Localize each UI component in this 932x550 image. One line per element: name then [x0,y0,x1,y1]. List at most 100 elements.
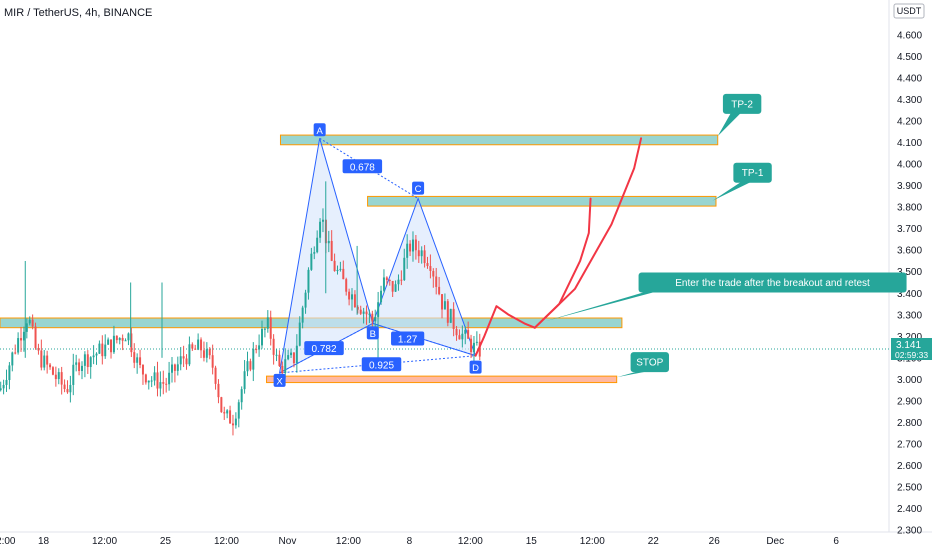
time-axis[interactable]: 2:00 18 12:00 25 12:00 Nov 12:00 8 12:00 15 12:00 2… [0,536,839,547]
callout-pointer [616,371,649,378]
zone-rect[interactable] [266,375,618,384]
price-tick-label: 4.400 [897,74,922,85]
candle-body [261,328,264,346]
candle-body [467,329,470,339]
point-x-label: X [276,376,283,387]
candle-body [298,322,301,346]
candle-body [95,353,98,356]
callout-text: TP-1 [742,168,764,179]
candle-body [345,279,348,292]
ratio-badge [361,357,402,372]
price-badge: 3.141 02:59:33 [891,338,932,361]
chart-title: MIR / TetherUS, 4h, BINANCE [4,7,152,19]
price-badge-bg [891,338,932,361]
candle-body [310,253,313,270]
point-d-marker [469,360,482,374]
price-tick-label: 2.300 [897,526,922,537]
price-tick-label: 4.500 [897,52,922,63]
candle-body [173,364,176,371]
candle-body [121,337,124,341]
candle-body [359,309,362,314]
ratio-label: 0.925 [369,360,394,371]
candle-body [69,384,72,393]
candle-body [40,350,43,368]
candle-body [197,339,200,350]
time-tick-label: 2:00 [0,536,16,547]
currency-badge[interactable]: USDT [893,3,925,19]
price-tick-label: 3.300 [897,310,922,321]
candle-body [438,286,441,295]
candle-body [432,271,435,277]
callout-box[interactable] [733,162,772,183]
candle-body [353,294,356,308]
bar-countdown: 02:59:33 [895,350,928,360]
candle-body [223,412,226,414]
point-c-marker [412,181,425,195]
price-tick-label: 4.300 [897,95,922,106]
callout-box[interactable] [630,352,669,373]
candle-body [46,355,49,365]
callout-box[interactable] [638,272,907,293]
candle-body [176,364,179,371]
candle-body [470,338,473,353]
price-tick-label: 3.900 [897,181,922,192]
candle-body [455,328,458,336]
candle-body [156,372,159,389]
zone-rect[interactable] [367,195,717,207]
candle-body [351,294,354,300]
zone-rect[interactable] [279,134,719,146]
candle-body [446,301,449,323]
candle-body [292,352,295,364]
candle-body [409,243,412,252]
candle-body [281,365,284,374]
candle-body [179,356,182,365]
candle-body [43,355,46,368]
callout-pointer [712,181,752,201]
candle-body [441,294,444,310]
candle-body [272,338,275,355]
candle-body [8,365,11,381]
candle-body [295,345,298,364]
candle-body [269,317,272,339]
candle-body [464,329,467,334]
candle-body [243,371,246,390]
candle-body [130,333,133,353]
candle-body [60,372,63,385]
candle-body [237,402,240,419]
currency-label: USDT [897,6,922,16]
candle-body [290,352,293,356]
candle-body [417,250,420,257]
candle-body [191,344,194,349]
candle-body [368,313,371,315]
price-tick-label: 2.500 [897,482,922,493]
candle-body [89,357,92,368]
candle-body [205,349,208,358]
point-d-label: D [472,363,479,374]
candle-body [263,328,266,330]
pattern-ratio-line [279,355,476,374]
candle-body [397,279,400,285]
candle-body [449,308,452,323]
candle-body [380,290,383,303]
ratio-badge [391,331,425,346]
candle-body [127,333,130,341]
time-tick-label: 18 [38,536,50,547]
price-tick-label: 3.000 [897,375,922,386]
candle-body [168,372,171,385]
candle-body [25,323,28,332]
candle-body [362,311,365,314]
candle-body [319,221,322,238]
candle-body [394,284,397,292]
time-tick-label: 22 [648,536,660,547]
point-a-label: A [316,126,323,137]
candle-body [200,339,203,351]
price-tick-label: 2.900 [897,396,922,407]
callout-box[interactable] [722,93,762,114]
candle-body [240,389,243,403]
candle-body [403,257,406,281]
callout-pointer [545,291,657,322]
candle-body [211,355,214,368]
candle-body [194,348,197,350]
